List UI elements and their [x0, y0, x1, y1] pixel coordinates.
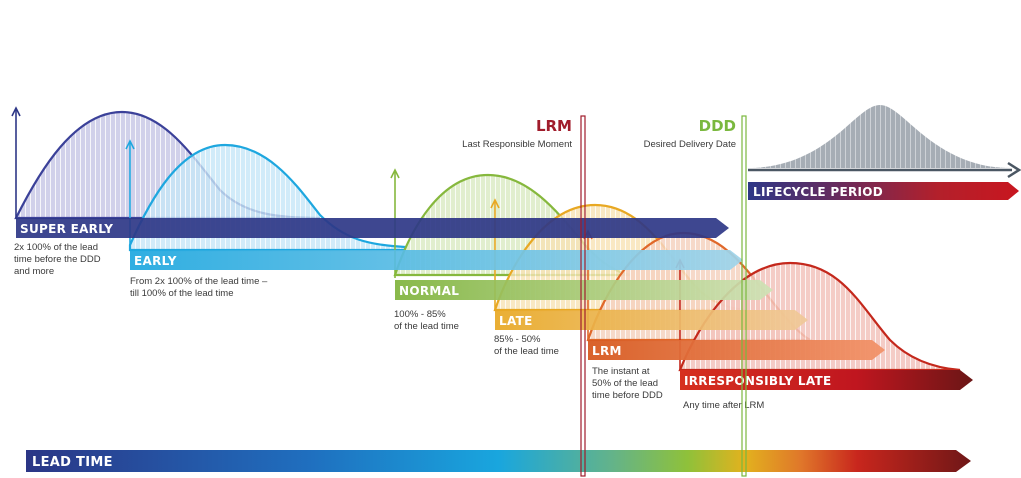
lifecycle-label: LIFECYCLE PERIOD: [753, 185, 883, 199]
early-desc-line: till 100% of the lead time: [130, 288, 234, 299]
super-early-desc-line: 2x 100% of the lead: [14, 242, 98, 253]
super-early-desc: 2x 100% of the lead time before the DDD …: [14, 242, 103, 277]
early-label: EARLY: [134, 254, 177, 268]
late-desc-line: 85% - 50%: [494, 334, 541, 345]
late-label: LATE: [499, 314, 533, 328]
lrm-label: LRM: [592, 344, 622, 358]
normal-desc-line: 100% - 85%: [394, 309, 446, 320]
lrm-marker-line: [580, 115, 586, 477]
normal-label: NORMAL: [399, 284, 459, 298]
lifecycle-period: LIFECYCLE PERIOD: [748, 105, 1021, 200]
late-arrowhead: [490, 198, 500, 209]
ddd-marker-line: [741, 115, 747, 477]
normal-desc-line: of the lead time: [394, 321, 459, 332]
late-bar: [495, 310, 808, 330]
lifecycle-curve: [748, 105, 1010, 168]
early-desc-line: From 2x 100% of the lead time –: [130, 276, 268, 287]
ddd-marker: DDD Desired Delivery Date: [644, 115, 747, 477]
super-early-arrowhead: [11, 106, 21, 117]
lrm-desc-line: time before DDD: [592, 390, 663, 401]
late-desc-line: of the lead time: [494, 346, 559, 357]
early-arrowhead: [125, 139, 135, 150]
irresponsibly-late-desc-line: Any time after LRM: [683, 400, 764, 411]
lead-time-label: LEAD TIME: [32, 455, 113, 470]
early-desc: From 2x 100% of the lead time – till 100…: [130, 276, 270, 299]
early-bar: [130, 250, 743, 270]
super-early-bar: [16, 218, 729, 238]
normal-arrowhead: [390, 168, 400, 179]
lrm-desc: The instant at 50% of the lead time befo…: [592, 366, 663, 401]
late-desc: 85% - 50% of the lead time: [494, 334, 559, 357]
ddd-marker-title: DDD: [699, 117, 736, 135]
lifecycle-bar: [748, 182, 1019, 200]
lead-time-bar: [26, 450, 971, 472]
irresponsibly-late-desc: Any time after LRM: [683, 400, 764, 411]
lead-time: LEAD TIME: [26, 450, 971, 472]
normal-bar: [395, 280, 773, 300]
super-early-desc-line: and more: [14, 266, 54, 277]
lrm-bar: [588, 340, 885, 360]
band-arrows: SUPER EARLY EARLY NORMAL LATE LRM IRRESP…: [16, 218, 973, 390]
lrm-desc-line: The instant at: [592, 366, 650, 377]
lrm-marker-subtitle: Last Responsible Moment: [462, 139, 572, 150]
super-early-desc-line: time before the DDD: [14, 254, 101, 265]
irresponsibly-late-bar: [680, 370, 973, 390]
normal-desc: 100% - 85% of the lead time: [394, 309, 459, 332]
lrm-marker: LRM Last Responsible Moment: [462, 115, 586, 477]
lrm-marker-title: LRM: [536, 117, 572, 135]
irresponsibly-late-label: IRRESPONSIBLY LATE: [684, 374, 832, 388]
super-early-label: SUPER EARLY: [20, 222, 113, 236]
ddd-marker-subtitle: Desired Delivery Date: [644, 139, 736, 150]
lrm-desc-line: 50% of the lead: [592, 378, 658, 389]
lifecycle-axis-arrowhead: [1007, 161, 1021, 179]
band-descriptions: 2x 100% of the lead time before the DDD …: [14, 242, 764, 411]
